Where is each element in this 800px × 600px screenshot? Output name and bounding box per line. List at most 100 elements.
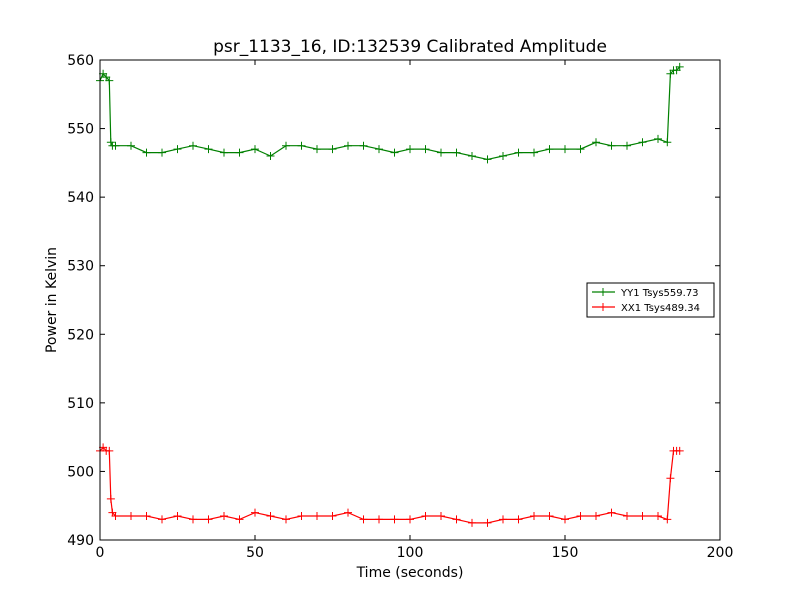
data-point	[359, 141, 368, 150]
data-point	[158, 148, 166, 157]
y-tick-label: 540	[67, 190, 94, 206]
data-point	[623, 512, 631, 520]
data-point	[530, 512, 538, 520]
x-tick-label: 150	[552, 545, 579, 561]
y-axis-label: Power in Kelvin	[44, 247, 60, 353]
data-point	[142, 512, 151, 520]
data-point	[127, 141, 135, 150]
x-axis: 0 50 100 150 200	[96, 60, 734, 561]
data-point	[452, 515, 461, 524]
data-point	[344, 141, 352, 150]
data-point	[452, 148, 461, 157]
data-point	[235, 148, 244, 157]
y-tick-label: 490	[67, 533, 94, 549]
data-point	[468, 518, 476, 527]
data-point	[561, 515, 569, 524]
data-point	[545, 145, 554, 154]
data-point	[106, 494, 115, 503]
x-tick-label: 200	[707, 545, 734, 561]
data-point	[266, 512, 275, 520]
y-tick-label: 520	[67, 327, 94, 343]
legend-label: XX1 Tsys489.34	[621, 303, 700, 314]
data-point	[406, 145, 414, 154]
data-point	[204, 515, 213, 524]
y-tick-label: 560	[67, 53, 94, 69]
data-point	[220, 512, 228, 520]
y-tick-label: 500	[67, 464, 94, 480]
data-point	[328, 145, 337, 154]
y-tick-label: 530	[67, 259, 94, 275]
legend-marker	[599, 288, 607, 296]
data-point	[654, 134, 662, 143]
data-point	[514, 515, 523, 524]
data-point	[390, 515, 399, 524]
data-point	[607, 508, 616, 517]
legend-marker	[599, 303, 607, 311]
y-tick-label: 550	[67, 122, 94, 138]
data-point	[189, 141, 197, 150]
data-point	[666, 474, 675, 483]
data-point	[313, 145, 321, 154]
data-point	[111, 512, 120, 520]
data-point	[220, 148, 228, 157]
data-point	[561, 145, 569, 154]
data-point	[158, 515, 166, 524]
x-tick-label: 50	[246, 545, 264, 561]
data-point	[592, 138, 600, 147]
data-point	[204, 145, 213, 154]
data-point	[406, 515, 414, 524]
data-point	[437, 512, 445, 520]
data-point	[189, 515, 197, 524]
y-tick-label: 510	[67, 396, 94, 412]
data-point	[313, 512, 321, 520]
data-point	[654, 512, 662, 520]
data-point	[106, 138, 115, 147]
legend: YY1 Tsys559.73 XX1 Tsys489.34	[586, 282, 715, 318]
data-point	[663, 138, 672, 147]
data-point	[638, 138, 647, 147]
data-point	[675, 446, 684, 455]
data-point	[297, 512, 306, 520]
data-point	[514, 148, 523, 157]
data-point	[344, 508, 352, 517]
data-point	[421, 512, 430, 520]
data-point	[576, 145, 585, 154]
data-point	[142, 148, 151, 157]
data-point	[483, 155, 492, 164]
data-point	[483, 518, 492, 527]
data-point	[282, 141, 290, 150]
data-point	[607, 141, 616, 150]
data-point	[545, 512, 554, 520]
data-point	[328, 512, 337, 520]
data-point	[530, 148, 538, 157]
data-point	[251, 145, 259, 154]
data-point	[105, 76, 114, 85]
data-point	[127, 512, 135, 520]
y-axis: 490 500 510 520 530 540 550 560	[67, 53, 720, 549]
x-tick-label: 100	[397, 545, 424, 561]
chart-title: psr_1133_16, ID:132539 Calibrated Amplit…	[213, 37, 607, 57]
data-point	[623, 141, 631, 150]
legend-box	[586, 282, 715, 318]
data-point	[375, 515, 383, 524]
data-point	[297, 141, 306, 150]
data-point	[390, 148, 399, 157]
data-point	[421, 145, 430, 154]
data-point	[663, 515, 672, 524]
data-point	[105, 446, 114, 455]
x-tick-label: 0	[96, 545, 105, 561]
data-point	[111, 141, 120, 150]
data-point	[282, 515, 290, 524]
data-point	[468, 152, 476, 160]
data-point	[499, 152, 507, 160]
data-point	[592, 512, 600, 520]
data-point	[576, 512, 585, 520]
data-point	[266, 152, 275, 160]
x-axis-label: Time (seconds)	[356, 565, 464, 581]
data-point	[638, 512, 647, 520]
legend-label: YY1 Tsys559.73	[620, 288, 699, 299]
data-point	[173, 512, 182, 520]
data-point	[499, 515, 507, 524]
data-point	[437, 148, 445, 157]
